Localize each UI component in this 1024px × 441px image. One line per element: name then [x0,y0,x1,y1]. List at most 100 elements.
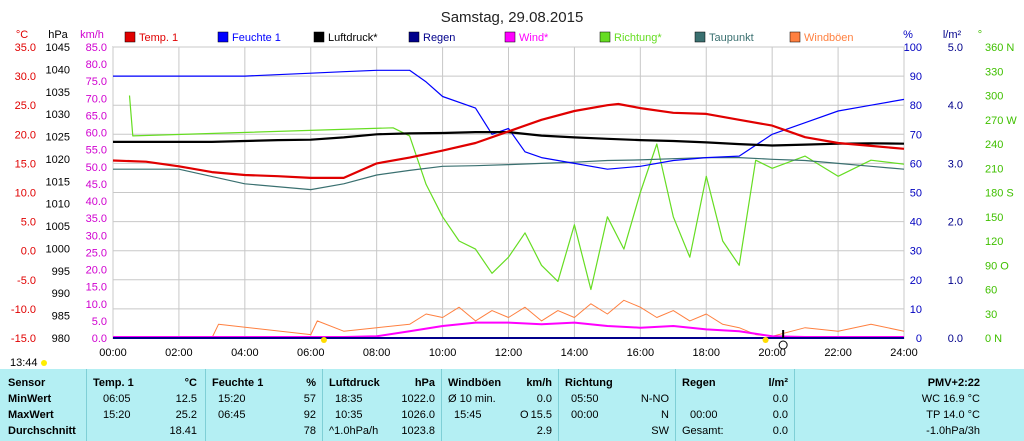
x-tick-label: 18:00 [692,347,720,359]
legend-swatch [313,31,325,43]
press-min-time: 18:35 [335,393,363,405]
pressure-tick-label: 990 [52,288,70,300]
rain-tick-label: 4.0 [948,100,963,112]
axis-units: °C hPa km/h% l/m² ° [16,29,982,41]
pressure-tick-label: 980 [52,333,70,345]
stats-col-labels: Sensor MinWert MaxWert Durchschnitt [0,369,87,441]
direction-tick-label: 180 S [985,188,1014,200]
x-tick-label: 16:00 [627,347,655,359]
stats-col-rain: Regen l/m² 0.0 00:00 0.0 Gesamt: 0.0 [676,369,795,441]
series-line-luftdruck- [113,131,905,147]
temp-tick-label: 35.0 [15,42,36,54]
wind-tick-label: 5.0 [92,316,107,328]
pressure-tick-label: 1010 [46,199,70,211]
press-max: 1026.0 [401,409,435,421]
humidity-tick-label: 100 [904,42,922,54]
x-tick-label: 10:00 [429,347,457,359]
stats-col-pmv: PMV+2:22 WC 16.9 °C TP 14.0 °C -1.0hPa/3… [795,369,1024,441]
legend-label: Temp. 1 [139,32,178,44]
gust-max: 15.5 [530,409,552,421]
gust-unit: km/h [526,377,552,389]
direction-tick-label: 90 O [985,260,1009,272]
dir-header: Richtung [565,377,613,389]
direction-tick-label: 30 [985,309,997,321]
humidity-tick-label: 90 [910,71,922,83]
legend-label: Regen [423,32,455,44]
series-line-temp-1 [112,102,905,179]
gust-avg: 2.9 [536,425,552,437]
direction-tick-label: 210 [985,163,1003,175]
direction-tick-label: 300 [985,91,1003,103]
wind-tick-label: 55.0 [86,145,107,157]
wind-tick-label: 15.0 [86,282,107,294]
direction-tick-label: 60 [985,285,997,297]
wind-tick-label: 85.0 [86,42,107,54]
dir-max-time: 00:00 [571,409,599,421]
temp-tick-label: 20.0 [15,129,36,141]
direction-tick-label: 240 [985,139,1003,151]
label-avg: Durchschnitt [8,425,76,437]
direction-tick-label: 0 N [985,333,1002,345]
x-tick-label: 00:00 [99,347,127,359]
temp-tick-label: -15.0 [11,333,36,345]
temp-unit: °C [184,377,197,389]
humidity-axis-unit: % [903,29,913,41]
temp-max: 25.2 [175,409,197,421]
wind-axis-unit: km/h [80,29,104,41]
temp-tick-label: 5.0 [21,217,36,229]
legend-swatch [124,31,136,43]
x-tick-label: 06:00 [297,347,325,359]
rain-tick-label: 5.0 [948,42,963,54]
x-tick-label: 14:00 [561,347,589,359]
stats-col-gusts: Windböen km/h Ø 10 min. 0.0 15:45 O 15.5… [442,369,559,441]
hum-header: Feuchte 1 [212,377,264,389]
legend-swatch [408,31,420,43]
rain-tick-label: 1.0 [948,275,963,287]
gust-avg10: 0.0 [536,393,552,405]
grid-lines [112,46,905,339]
humidity-tick-label: 20 [910,275,922,287]
pressure-tick-label: 1005 [46,221,70,233]
stats-col-direction: Richtung 05:50 N-NO 00:00 N SW [559,369,676,441]
gust-avg10-label: Ø 10 min. [448,393,496,405]
humidity-tick-label: 50 [910,188,922,200]
humidity-tick-label: 10 [910,304,922,316]
time-marker-bar: 13:44 [0,357,1024,369]
x-tick-label: 22:00 [824,347,852,359]
current-time-label: 13:44 [10,357,38,369]
series-line-richtung- [128,95,905,291]
pressure-tick-label: 995 [52,266,70,278]
rain-min: 0.0 [772,393,788,405]
press-header: Luftdruck [329,377,380,389]
pressure-tick-label: 1025 [46,132,70,144]
x-tick-label: 04:00 [231,347,259,359]
axis-ticks: 00:00 02:00 04:00 06:00 08:00 10:00 12:00 14:00… [11,42,1017,359]
humidity-tick-label: 70 [910,129,922,141]
legend-swatch [694,31,706,43]
temp-tick-label: 10.0 [15,188,36,200]
press-trend: ^1.0hPa/h [329,425,379,437]
rain-total-label: Gesamt: [682,425,724,437]
stats-col-humidity: Feuchte 1 % 15:20 57 06:45 92 78 [206,369,323,441]
direction-tick-label: 360 N [985,42,1014,54]
temp-tick-label: 0.0 [21,246,36,258]
legend-swatch [789,31,801,43]
legend-label: Windböen [804,32,854,44]
chart-legend: Temp. 1 Feuchte 1 Luftdruck* Regen Wind* Rich… [124,31,854,44]
stats-col-pressure: Luftdruck hPa 18:35 1022.0 10:35 1026.0 … [323,369,442,441]
temp-tick-label: 30.0 [15,71,36,83]
gust-max-time: 15:45 [454,409,482,421]
data-series [112,69,905,350]
series-line-feuchte-1 [113,69,905,170]
temp-tick-label: 15.0 [15,158,36,170]
legend-label: Taupunkt [709,32,754,44]
wind-tick-label: 80.0 [86,59,107,71]
humidity-tick-label: 60 [910,158,922,170]
wind-tick-label: 60.0 [86,128,107,140]
x-tick-label: 08:00 [363,347,391,359]
pmv-dewpoint: TP 14.0 °C [926,409,980,421]
rain-marker-circle [778,340,788,350]
temp-tick-label: -5.0 [17,275,36,287]
temp-avg: 18.41 [169,425,197,437]
pmv-header: PMV+2:22 [927,377,980,389]
